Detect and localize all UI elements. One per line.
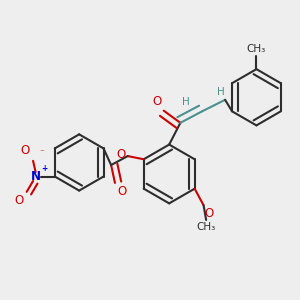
Text: H: H [217,87,224,97]
Text: +: + [41,164,48,173]
Text: O: O [14,194,23,207]
Text: CH₃: CH₃ [247,44,266,54]
Text: CH₃: CH₃ [196,222,216,232]
Text: ⁻: ⁻ [40,148,44,157]
Text: O: O [153,95,162,108]
Text: O: O [204,207,214,220]
Text: O: O [118,185,127,199]
Text: O: O [117,148,126,161]
Text: O: O [21,144,30,157]
Text: H: H [182,97,190,107]
Text: N: N [31,170,40,183]
